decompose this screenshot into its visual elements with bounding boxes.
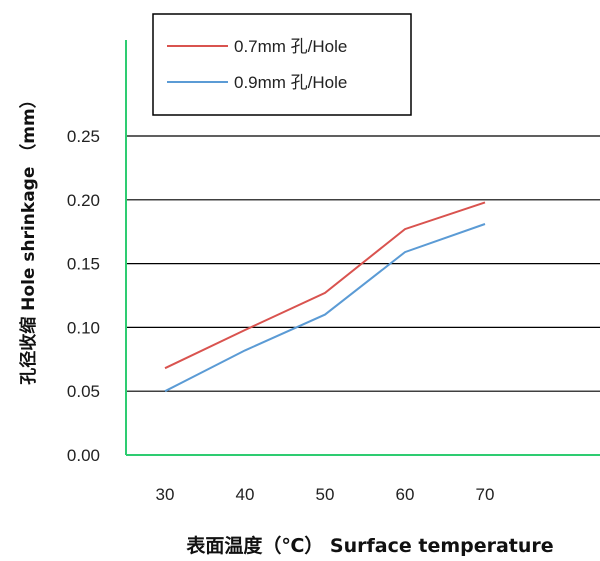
y-tick-label: 0.05 bbox=[67, 382, 100, 401]
x-tick-label: 70 bbox=[476, 485, 495, 504]
y-tick-label: 0.00 bbox=[67, 446, 100, 465]
x-tick-label: 60 bbox=[396, 485, 415, 504]
y-tick-label: 0.25 bbox=[67, 127, 100, 146]
series-line-2 bbox=[164, 223, 486, 393]
y-tick-label: 0.10 bbox=[67, 318, 100, 337]
series-line-1 bbox=[164, 201, 486, 370]
x-axis-title: 表面温度（℃） Surface temperature bbox=[186, 534, 553, 557]
legend-label-1: 0.7mm 孔/Hole bbox=[234, 37, 347, 56]
x-tick-label: 50 bbox=[316, 485, 335, 504]
y-tick-label: 0.20 bbox=[67, 191, 100, 210]
x-tick-label: 40 bbox=[236, 485, 255, 504]
series-lines bbox=[164, 201, 486, 393]
legend: 0.7mm 孔/Hole 0.9mm 孔/Hole bbox=[152, 13, 412, 116]
legend-box bbox=[152, 13, 412, 116]
legend-label-2: 0.9mm 孔/Hole bbox=[234, 73, 347, 92]
x-tick-label: 30 bbox=[156, 485, 175, 504]
y-axis-title: 孔径收缩 Hole shrinkage （mm） bbox=[18, 91, 39, 384]
y-tick-labels: 0.00 0.05 0.10 0.15 0.20 0.25 bbox=[67, 127, 100, 465]
x-tick-labels: 30 40 50 60 70 bbox=[156, 485, 495, 504]
y-tick-label: 0.15 bbox=[67, 255, 100, 274]
